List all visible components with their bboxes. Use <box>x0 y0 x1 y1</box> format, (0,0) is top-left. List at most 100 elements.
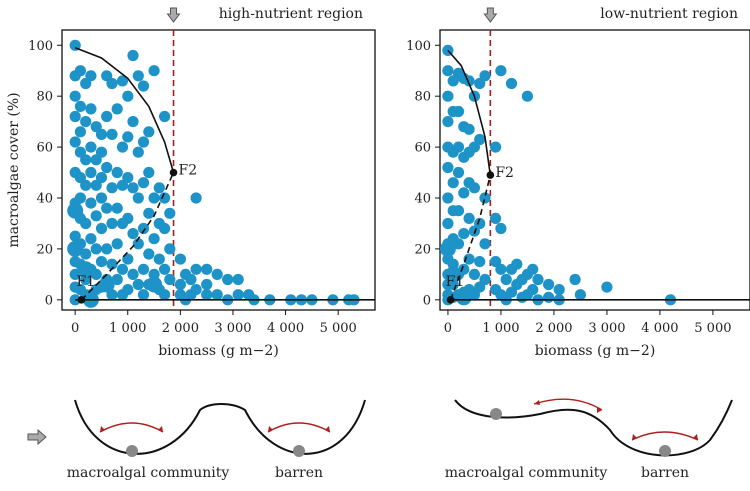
data-point <box>474 217 486 230</box>
data-point-large <box>445 266 462 283</box>
data-point <box>127 268 139 280</box>
data-point-large <box>67 240 84 257</box>
data-point <box>106 258 118 270</box>
data-point <box>463 123 475 135</box>
fold-point <box>169 168 178 177</box>
data-point <box>490 212 502 224</box>
y-tick-label: 80 <box>414 90 431 105</box>
right-landscape-diagram: macroalgal community barren <box>445 398 733 481</box>
data-point <box>85 141 97 153</box>
data-point <box>458 263 470 275</box>
data-point <box>505 77 518 90</box>
data-point <box>468 182 480 194</box>
y-tick-label: 0 <box>45 293 53 308</box>
data-point <box>127 116 139 128</box>
data-point <box>447 177 459 189</box>
left-landscape-diagram: macroalgal community barren <box>27 399 366 481</box>
data-point <box>232 289 244 301</box>
data-point <box>137 289 150 301</box>
data-point <box>201 278 213 291</box>
y-tick-label: 60 <box>36 141 53 156</box>
data-point <box>95 222 108 235</box>
data-point <box>74 65 86 77</box>
data-point <box>479 192 491 204</box>
y-tick-label: 20 <box>36 242 53 257</box>
barren-cup-arrow <box>631 431 699 441</box>
data-point <box>143 166 155 179</box>
threshold-arrow-icon <box>166 7 181 23</box>
data-point <box>553 284 565 296</box>
data-point <box>122 284 134 296</box>
data-point <box>116 263 129 275</box>
data-point <box>495 65 507 77</box>
data-point <box>85 103 97 115</box>
data-point <box>80 248 92 260</box>
data-point <box>452 105 465 118</box>
data-point <box>148 233 160 245</box>
data-point-large <box>67 202 84 219</box>
x-tick-label: 0 <box>71 321 79 336</box>
data-point <box>101 161 113 174</box>
data-point <box>185 273 197 286</box>
data-point <box>116 75 129 87</box>
data-point <box>527 263 539 275</box>
data-point <box>90 268 102 280</box>
data-point <box>490 141 502 153</box>
x-tick-label: 4 000 <box>641 321 678 336</box>
data-point <box>80 217 92 230</box>
x-tick-label: 3 000 <box>588 321 625 336</box>
data-point <box>122 172 134 184</box>
data-point <box>442 217 454 230</box>
data-point <box>137 263 150 275</box>
data-point <box>106 77 118 90</box>
data-point <box>574 289 587 301</box>
data-point <box>511 258 523 270</box>
x-tick-label: 5 000 <box>694 321 731 336</box>
x-tick-label: 2 000 <box>162 321 199 336</box>
data-point <box>442 192 454 204</box>
data-point <box>211 268 223 280</box>
data-point <box>80 154 92 166</box>
data-point <box>174 278 186 291</box>
data-point <box>116 141 129 153</box>
data-point <box>474 256 486 268</box>
data-point <box>601 281 613 293</box>
data-point <box>543 278 555 291</box>
y-tick-label: 40 <box>414 192 431 207</box>
y-axis-label: macroalgae cover (%) <box>6 92 22 247</box>
data-point <box>148 192 160 204</box>
data-point <box>521 90 534 102</box>
data-point <box>106 182 118 194</box>
unstable-branch <box>80 172 175 301</box>
data-point <box>232 273 244 286</box>
data-point <box>143 207 155 219</box>
x-axis-label: biomass (g m−2) <box>158 343 279 359</box>
data-point <box>106 128 118 140</box>
data-point <box>159 289 171 301</box>
data-point-large <box>455 289 472 306</box>
data-point <box>95 256 108 268</box>
label-barren: barren <box>641 465 689 481</box>
barren-ball-icon <box>659 445 671 457</box>
data-point <box>90 210 102 222</box>
unstable-branch <box>449 174 492 301</box>
data-point <box>442 90 454 102</box>
y-tick-label: 100 <box>406 39 431 54</box>
panel-title: high-nutrient region <box>219 6 363 22</box>
data-point-large <box>146 276 163 293</box>
data-point <box>127 228 139 240</box>
data-point <box>201 289 213 301</box>
data-point <box>153 253 165 265</box>
data-point <box>122 90 134 102</box>
data-point <box>122 131 134 143</box>
data-point <box>111 166 123 179</box>
data-point <box>80 179 92 191</box>
data-point <box>122 253 134 265</box>
data-point <box>452 238 465 250</box>
data-point <box>137 222 150 235</box>
data-point <box>132 192 144 204</box>
data-point <box>132 146 144 158</box>
data-point <box>442 161 454 174</box>
data-point <box>111 103 123 115</box>
x-tick-label: 2 000 <box>535 321 572 336</box>
